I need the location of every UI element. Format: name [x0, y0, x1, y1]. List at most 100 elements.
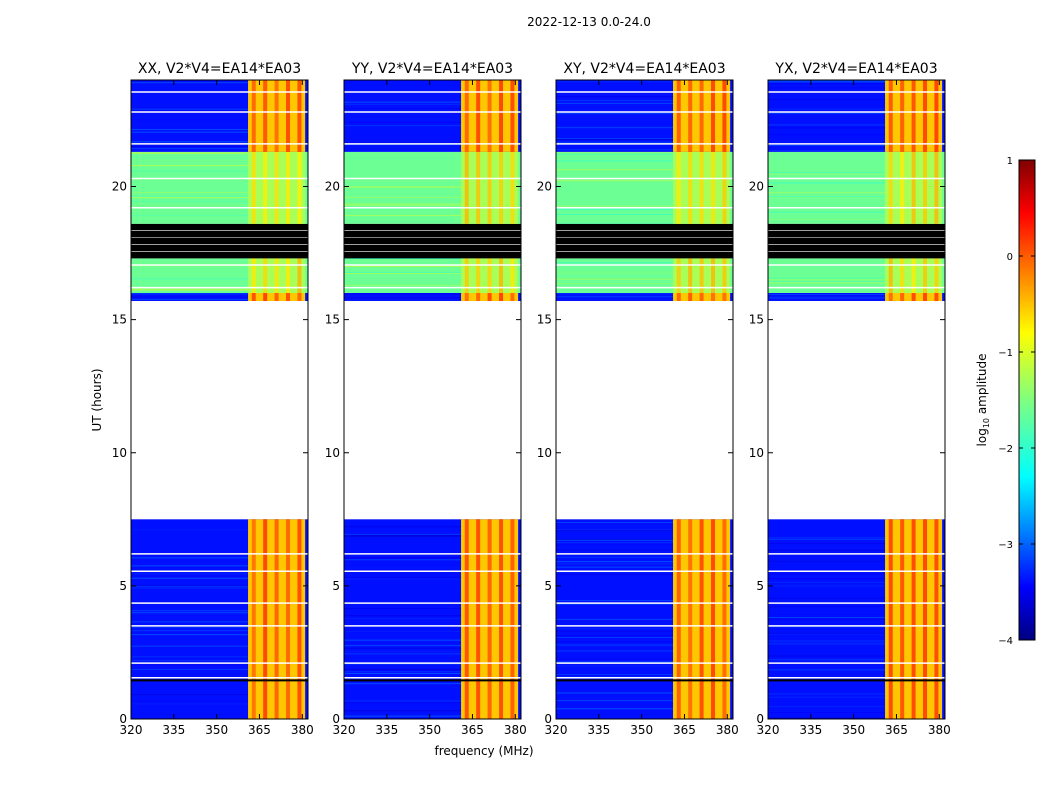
rfi-channel	[464, 151, 469, 224]
y-tick-label: 20	[749, 180, 764, 194]
x-tick-label: 350	[205, 723, 228, 737]
figure-suptitle: 2022-12-13 0.0-24.0	[527, 15, 651, 29]
rfi-channel	[274, 258, 279, 293]
rfi-channel	[900, 519, 905, 719]
rfi-channel	[722, 151, 727, 224]
y-tick-label: 5	[119, 579, 127, 593]
rfi-channel	[676, 151, 681, 224]
rfi-channel	[934, 151, 939, 224]
rfi-channel	[510, 151, 515, 224]
rfi-channel	[286, 519, 291, 719]
rfi-channel	[923, 80, 928, 152]
rfi-channel	[487, 80, 492, 152]
rfi-channel	[251, 519, 256, 719]
rfi-channel	[487, 519, 492, 719]
rfi-channel	[263, 258, 268, 293]
x-tick-label: 350	[418, 723, 441, 737]
rfi-channel	[711, 258, 716, 293]
rfi-channel	[688, 293, 693, 301]
rfi-channel	[274, 80, 279, 152]
y-tick-label: 0	[756, 712, 764, 726]
rfi-channel	[464, 293, 469, 301]
rfi-channel	[476, 293, 481, 301]
rfi-channel	[888, 80, 893, 152]
y-axis-label: UT (hours)	[90, 368, 104, 431]
rfi-channel	[286, 293, 291, 301]
rfi-channel	[688, 151, 693, 224]
rfi-channel	[711, 151, 716, 224]
rfi-channel	[274, 519, 279, 719]
x-tick-label: 380	[291, 723, 314, 737]
y-tick-label: 15	[112, 313, 127, 327]
rfi-channel	[464, 258, 469, 293]
colorbar-tick-label: 1	[1007, 156, 1013, 167]
rfi-channel	[900, 293, 905, 301]
panel-title: XY, V2*V4=EA14*EA03	[563, 61, 725, 77]
x-tick-label: 350	[630, 723, 653, 737]
rfi-channel	[688, 519, 693, 719]
rfi-channel	[499, 519, 504, 719]
rfi-channel	[487, 258, 492, 293]
flagged-block	[768, 223, 945, 259]
y-tick-label: 15	[749, 313, 764, 327]
rfi-channel	[510, 519, 515, 719]
y-tick-label: 0	[332, 712, 340, 726]
rfi-channel	[297, 80, 302, 152]
y-tick-label: 15	[537, 313, 552, 327]
rfi-channel	[510, 293, 515, 301]
x-tick-label: 380	[716, 723, 739, 737]
rfi-channel	[934, 519, 939, 719]
x-tick-label: 380	[504, 723, 527, 737]
rfi-channel	[251, 293, 256, 301]
rfi-channel	[499, 80, 504, 152]
rfi-channel	[722, 80, 727, 152]
rfi-channel	[487, 293, 492, 301]
rfi-channel	[676, 258, 681, 293]
x-tick-label: 365	[673, 723, 696, 737]
rfi-channel	[722, 293, 727, 301]
y-tick-label: 15	[325, 313, 340, 327]
rfi-channel	[476, 80, 481, 152]
colorbar-label-suffix: amplitude	[975, 354, 989, 418]
flagged-block	[131, 223, 308, 259]
rfi-channel	[274, 293, 279, 301]
colorbar-tick-label: −3	[998, 540, 1013, 551]
rfi-channel	[476, 519, 481, 719]
rfi-channel	[676, 519, 681, 719]
rfi-channel	[923, 258, 928, 293]
rfi-channel	[711, 80, 716, 152]
colorbar-tick-label: −4	[998, 636, 1013, 647]
panel-title: XX, V2*V4=EA14*EA03	[138, 61, 301, 77]
rfi-channel	[900, 80, 905, 152]
rfi-channel	[923, 151, 928, 224]
rfi-channel	[911, 293, 916, 301]
rfi-channel	[499, 258, 504, 293]
flagged-block	[344, 223, 521, 259]
colorbar-gradient	[1018, 159, 1036, 641]
rfi-channel	[911, 519, 916, 719]
colorbar-label-prefix: log	[975, 428, 989, 446]
panel-title: YY, V2*V4=EA14*EA03	[351, 61, 513, 77]
rfi-channel	[923, 293, 928, 301]
rfi-channel	[688, 258, 693, 293]
x-tick-label: 335	[162, 723, 185, 737]
panel-yy: YY, V2*V4=EA14*EA03 0 5 10 15 20 320 335 350 365 3…	[325, 61, 527, 737]
y-tick-label: 10	[537, 446, 552, 460]
rfi-channel	[251, 80, 256, 152]
panel-xy: XY, V2*V4=EA14*EA03 0 5 10 15 20 320 335 350 365 3…	[537, 61, 739, 737]
rfi-channel	[476, 151, 481, 224]
rfi-channel	[934, 80, 939, 152]
x-tick-label: 335	[799, 723, 822, 737]
rfi-channel	[888, 151, 893, 224]
panel-xx: XX, V2*V4=EA14*EA03 0 5 10 15 20 320 335 350 365 3…	[112, 61, 314, 737]
colorbar-label: log10 amplitude	[975, 354, 991, 447]
panel-frame	[767, 79, 946, 720]
rfi-channel	[911, 258, 916, 293]
colorbar-label-subscript: 10	[982, 418, 991, 428]
x-tick-label: 350	[842, 723, 865, 737]
rfi-channel	[934, 293, 939, 301]
y-tick-label: 5	[332, 579, 340, 593]
y-tick-label: 0	[119, 712, 127, 726]
spectrogram-panels: XX, V2*V4=EA14*EA03 0 5 10 15 20 320 335 350 365 3…	[112, 61, 951, 737]
